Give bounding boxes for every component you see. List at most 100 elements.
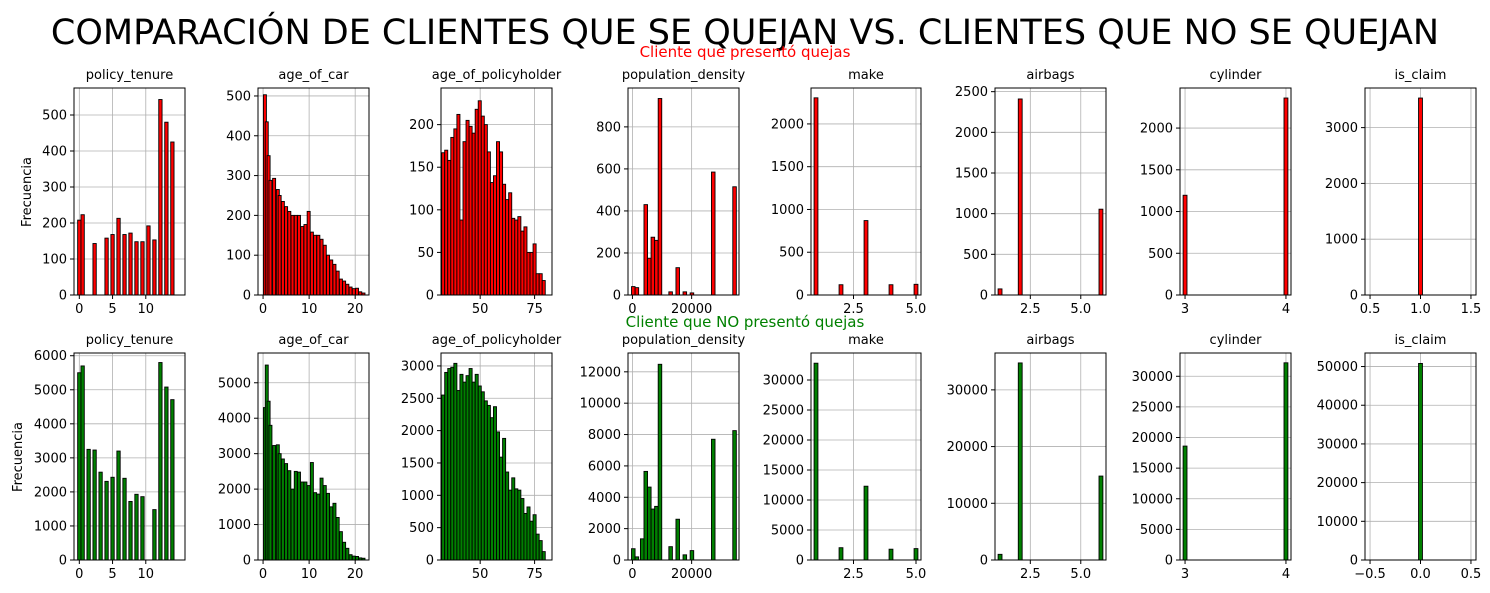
histogram-bar [508, 489, 513, 561]
y-tick-label: 1000 [955, 207, 988, 222]
y-tick-label: 30000 [1317, 437, 1358, 452]
histogram-bar [538, 540, 543, 561]
y-tick-label: 3000 [401, 359, 434, 374]
histogram-bar [92, 243, 97, 296]
histogram-bar [351, 555, 356, 561]
histogram-bar [355, 556, 359, 561]
x-tick-label: 2.5 [1020, 567, 1041, 582]
histogram-panel: airbags 2.5 5.0 0 500 1000 1500 2000 2500 [955, 68, 1107, 317]
histogram-bar [505, 471, 510, 561]
histogram-panel: airbags 2.5 5.0 0 10000 20000 30000 [947, 333, 1107, 582]
histogram-bar [447, 159, 452, 296]
histogram-bar [997, 553, 1003, 561]
histogram-bar [1182, 194, 1188, 296]
y-tick-label: 500 [1148, 247, 1173, 262]
histogram-bar [303, 481, 308, 561]
histogram-bar [441, 152, 446, 296]
histogram-bar [514, 488, 519, 561]
histogram-bar [711, 171, 716, 296]
histogram-bar [110, 476, 115, 561]
histogram-bar [913, 283, 919, 296]
histogram-bar [272, 445, 277, 561]
histogram-bar [290, 214, 295, 296]
histogram-bar [280, 458, 285, 561]
histogram-bar [134, 493, 139, 561]
histogram-bar [164, 386, 169, 561]
y-tick-label: 1000 [1325, 233, 1358, 248]
x-tick-label: 5.0 [906, 567, 927, 582]
x-tick-label: 10 [138, 567, 155, 582]
x-tick-label: 10 [301, 567, 318, 582]
y-tick-label: 1000 [1140, 205, 1173, 220]
histogram-panel: make 2.5 5.0 0 5000 10000 15000 20000 25000 30000 [763, 333, 927, 582]
axes-frame [440, 352, 553, 561]
histogram-bar [526, 251, 531, 296]
x-tick-label: 3 [1181, 567, 1189, 582]
y-tick-label: 0 [796, 554, 804, 569]
axes-frame [257, 87, 370, 296]
histogram-bar [322, 244, 327, 296]
histogram-bar [1182, 445, 1188, 561]
y-tick-label: 6000 [34, 349, 67, 364]
histogram-bar [128, 500, 133, 561]
histogram-bar [342, 541, 347, 561]
histogram-bar [77, 372, 82, 561]
y-tick-label: 2000 [771, 117, 804, 132]
y-tick-label: 8000 [588, 428, 621, 443]
histogram-bar [483, 400, 488, 561]
histogram-bar [116, 217, 121, 296]
y-tick-label: 1500 [1140, 163, 1173, 178]
histogram-bar [863, 220, 869, 296]
histogram-bar [306, 210, 311, 296]
y-tick-label: 0 [59, 554, 67, 569]
y-axis-label-row-2: Frecuencia [11, 422, 26, 492]
histogram-bar [541, 551, 546, 561]
y-tick-label: 1500 [771, 160, 804, 175]
y-tick-label: 10000 [1317, 515, 1358, 530]
histogram-bar [532, 514, 537, 561]
histogram-bar [297, 214, 301, 296]
histogram-bar [489, 417, 494, 561]
y-tick-label: 1000 [218, 518, 251, 533]
histogram-bar [459, 219, 464, 296]
histogram-bar [345, 547, 350, 561]
y-tick-label: 2000 [1140, 122, 1173, 137]
histogram-bar [486, 404, 491, 561]
y-tick-label: 2500 [401, 392, 434, 407]
y-tick-label: 30000 [947, 383, 988, 398]
histogram-bar [654, 239, 659, 296]
y-tick-label: 15000 [1132, 462, 1173, 477]
y-tick-label: 25000 [1132, 400, 1173, 415]
histogram-bar [634, 287, 640, 296]
y-tick-label: 1000 [771, 203, 804, 218]
axes-frame [73, 352, 186, 561]
histogram-bar [459, 373, 464, 561]
y-tick-label: 1500 [401, 456, 434, 471]
histogram-bar [502, 183, 507, 296]
x-tick-label: 10 [301, 302, 318, 317]
y-tick-label: 0 [243, 289, 251, 304]
histogram-bar [170, 141, 175, 296]
y-tick-label: 500 [963, 248, 988, 263]
histogram-bar [523, 512, 528, 561]
histogram-bar [287, 210, 292, 296]
subplot-title: population_density [622, 333, 746, 348]
subplot-title: age_of_car [278, 68, 349, 83]
y-tick-label: 1500 [955, 166, 988, 181]
histogram-bar [732, 430, 737, 561]
row-title-no-complain: Cliente que NO presentó quejas [626, 313, 865, 331]
y-tick-label: 2000 [955, 126, 988, 141]
histogram-bar [462, 141, 467, 296]
histogram-bar [453, 128, 458, 296]
histogram-bar [290, 488, 295, 561]
histogram-bar [322, 485, 327, 561]
histogram-bar [329, 259, 334, 296]
y-tick-label: 0 [426, 554, 434, 569]
histogram-bar [529, 520, 534, 561]
histogram-bar [293, 214, 298, 296]
x-tick-label: 20 [347, 302, 364, 317]
x-tick-label: 0 [259, 302, 267, 317]
histogram-bar [1283, 97, 1289, 296]
y-tick-label: 3000 [34, 451, 67, 466]
histogram-bar [675, 267, 680, 296]
